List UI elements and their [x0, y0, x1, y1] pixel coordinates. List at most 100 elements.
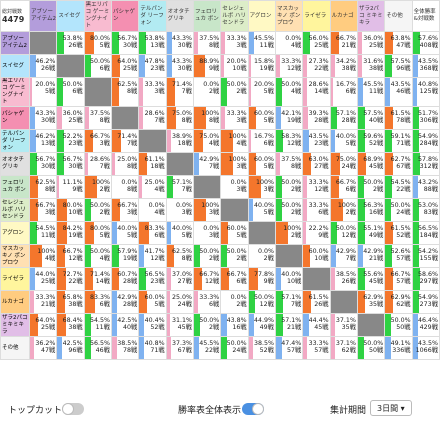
cell-text: 55.6% 45戦 [363, 271, 383, 285]
cell-text: 58.6% 297戦 [418, 271, 438, 285]
rate-bar [331, 199, 343, 221]
corner: 総対戦数 4479 [0, 0, 30, 32]
games: 57戦 [286, 347, 302, 354]
games: 19戦 [68, 232, 83, 239]
rate-bar [112, 199, 120, 221]
rate-bar [30, 222, 37, 244]
rate-bar [358, 337, 364, 359]
rate-bar [139, 32, 146, 54]
rate-bar [413, 222, 420, 244]
win-rate: 66.7% [335, 35, 356, 42]
matchup-cell: 56.7% 30戦 [28, 152, 58, 176]
cell-text: 83.3% 6戦 [90, 294, 110, 308]
cell-text: 27.3% 22戦 [309, 58, 329, 72]
rate-bar [221, 107, 226, 129]
matchup-cell: 33.3% 12戦 [274, 54, 304, 78]
matchup-cell: 62.5% 8戦 [28, 175, 58, 199]
cell-text: 40.0% 5戦 [117, 225, 137, 239]
games: 67戦 [396, 163, 411, 170]
cell-text: 54.5% 22戦 [391, 179, 411, 193]
win-rate: 37.5% [281, 156, 302, 163]
rate-bar [358, 199, 365, 221]
cell-text: 62.9% 35戦 [363, 294, 383, 308]
matchup-cell: 56.5% 46戦 [83, 336, 112, 360]
cell-text: 11.1% 9戦 [63, 179, 83, 193]
cell-text: 50.0% 12戦 [336, 225, 356, 239]
rate-bar [413, 199, 419, 221]
win-rate: 60.0% [226, 225, 247, 232]
rate-bar [358, 32, 363, 54]
cell-text: 66.7% 6戦 [336, 179, 356, 193]
cell-text: 20.0% 5戦 [35, 81, 55, 95]
win-rate: 75.0% [199, 133, 220, 140]
win-rate: 28.6% [144, 110, 165, 117]
win-rate: 100% [337, 202, 356, 209]
matchup-cell: 66.7% 12戦 [56, 244, 85, 268]
win-rate: 46.4% [417, 317, 438, 324]
matchup-cell: 62.5% 8戦 [110, 77, 140, 107]
win-rate: 0.0% [285, 35, 302, 42]
matchup-cell: 43.5% 23戦 [302, 129, 331, 153]
games: 88戦 [423, 186, 438, 193]
games: 28戦 [123, 278, 138, 285]
games: 9戦 [318, 232, 329, 239]
cell-text: 100% 4戦 [229, 133, 247, 147]
matchup-cell: 45.5% 22戦 [192, 336, 222, 360]
cell-text: 80.0% 5戦 [90, 225, 110, 239]
games: 30戦 [177, 42, 192, 49]
cell-text: 100% 3戦 [256, 179, 274, 193]
win-rate: 27.3% [308, 58, 329, 65]
win-rate: 58.3% [281, 133, 302, 140]
rate-bar [331, 78, 333, 106]
matchup-cell: 20.0% 10戦 [220, 54, 249, 78]
games: 50戦 [368, 347, 384, 354]
matchup-cell: 53.0% 83戦 [411, 198, 440, 222]
cell-text: 50.0% 4戦 [90, 248, 110, 262]
matchup-cell: 45.5% 11戦 [356, 77, 386, 107]
win-rate: 57.5% [390, 58, 411, 65]
cell-text: 58.3% 12戦 [281, 133, 301, 147]
rate-bar [303, 153, 311, 175]
rate-bar [413, 78, 418, 106]
rate-bar [358, 176, 364, 198]
games: 45戦 [177, 324, 192, 331]
win-rate: 43.5% [390, 81, 411, 88]
cell-text: 16.7% 6戦 [254, 133, 274, 147]
row: ザラ2パコ ミキミキラ 64.0% 25戦 68.4% 38戦 54.5% 11戦 42.5%… [0, 313, 440, 337]
matchup-cell: 59.6% 52戦 [356, 129, 386, 153]
rate-bar [221, 32, 226, 54]
show-all-toggle[interactable] [242, 403, 264, 415]
matchup-cell: 31.6% 38戦 [356, 54, 386, 78]
win-rate: 50.0% [226, 248, 247, 255]
cell-text: 0.0% 2戦 [258, 248, 274, 262]
matchup-cell: 64.0% 25戦 [28, 313, 58, 337]
cell-text: 33.3% 12戦 [281, 58, 301, 72]
cell-text: 100% 2戦 [92, 179, 110, 193]
matchup-cell: 37.0% 27戦 [165, 267, 194, 291]
games: 7戦 [127, 140, 138, 147]
matchup-cell: 54.2% 155戦 [411, 244, 440, 268]
win-rate: 36.0% [363, 35, 384, 42]
topcut-toggle[interactable] [62, 403, 84, 415]
matchup-cell: 56.7% 30戦 [110, 31, 140, 55]
games: 12戦 [68, 255, 83, 262]
matchup-cell: 58.6% 297戦 [411, 267, 440, 291]
rate-bar [112, 337, 117, 359]
rate-bar [112, 291, 118, 313]
matchup-cell: 22.2% 9戦 [302, 221, 331, 245]
games: 12戦 [150, 255, 165, 262]
cell-text: 56.0% 25戦 [309, 35, 329, 49]
games: 5戦 [263, 117, 274, 124]
rate-bar [331, 107, 338, 129]
games: 10戦 [232, 65, 247, 72]
games: 6戦 [263, 140, 274, 147]
win-rate: 77.8% [253, 271, 274, 278]
matchup-cell: 33.3% 6戦 [302, 198, 331, 222]
diagonal-cell [302, 267, 331, 291]
matchup-cell: 83.3% 6戦 [83, 290, 112, 314]
matchup-cell: 66.7% 3戦 [28, 198, 58, 222]
cell-text: 16.7% 6戦 [336, 81, 356, 95]
games: 5戦 [263, 163, 274, 170]
period-select[interactable]: 3日間 ▾ [370, 400, 412, 416]
row-header: ザラ2パコ ミキミキラ [0, 313, 30, 337]
